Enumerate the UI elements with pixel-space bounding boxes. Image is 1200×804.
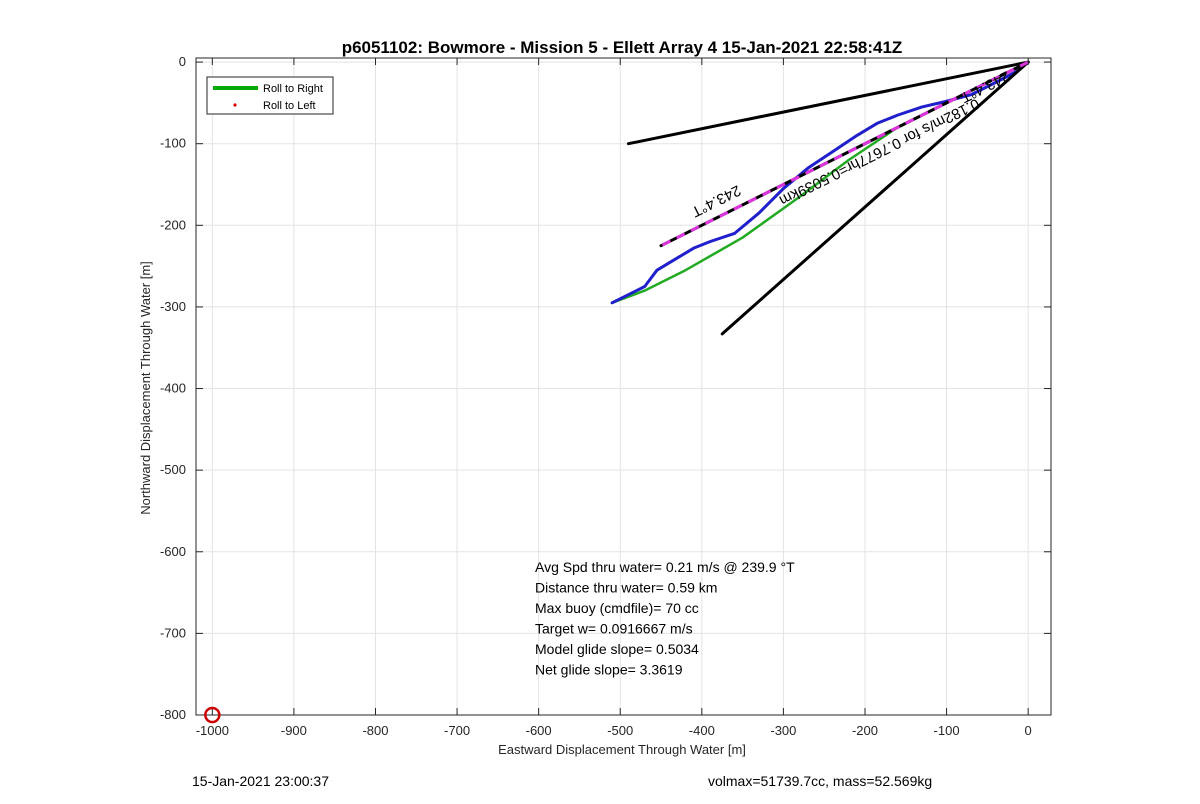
y-tick-label: -200	[160, 217, 186, 232]
x-tick-label: -900	[281, 723, 307, 738]
x-tick: -1000	[196, 58, 229, 738]
x-tick: 0	[1025, 58, 1032, 738]
grid-lines	[196, 58, 1051, 716]
y-tick-label: -800	[160, 707, 186, 722]
y-tick-label: 0	[179, 54, 186, 69]
legend-label-1: Roll to Right	[263, 83, 323, 95]
heading-annotation-2: 0.182m/s for 0.7677hr=0.5039km	[776, 95, 982, 209]
x-tick-label: -700	[444, 723, 470, 738]
y-tick: -100	[160, 136, 1051, 151]
x-tick: -700	[444, 58, 470, 738]
y-tick: -200	[160, 217, 1051, 232]
x-tick: -300	[770, 58, 796, 738]
x-tick-label: -800	[362, 723, 388, 738]
y-tick-label: -700	[160, 625, 186, 640]
axes-box	[195, 57, 1052, 716]
stats-line-2: Distance thru water= 0.59 km	[535, 580, 717, 596]
y-tick: -800	[160, 707, 1051, 722]
stats-line-6: Net glide slope= 3.3619	[535, 662, 683, 678]
stats-text-block: Avg Spd thru water= 0.21 m/s @ 239.9 °T D…	[535, 559, 795, 678]
legend: Roll to Right Roll to Left	[206, 76, 334, 115]
legend-label-2: Roll to Left	[263, 100, 316, 112]
start-marker-circle	[204, 706, 221, 724]
series-line-2	[610, 60, 1030, 305]
x-tick-label: -1000	[196, 723, 229, 738]
x-tick: -600	[526, 58, 552, 738]
y-tick: -600	[160, 544, 1051, 559]
y-tick-label: -100	[160, 136, 186, 151]
chart-title: p6051102: Bowmore - Mission 5 - Ellett A…	[342, 38, 903, 57]
x-tick: -200	[852, 58, 878, 738]
y-tick-label: -300	[160, 299, 186, 314]
stats-line-1: Avg Spd thru water= 0.21 m/s @ 239.9 °T	[535, 559, 795, 575]
x-tick-label: -400	[689, 723, 715, 738]
series-line-4	[720, 60, 1030, 336]
heading-annotation-1: 243.4°T	[689, 181, 744, 220]
stats-line-3: Max buoy (cmdfile)= 70 cc	[535, 600, 699, 616]
footer-timestamp: 15-Jan-2021 23:00:37	[192, 773, 329, 789]
x-tick-label: -600	[526, 723, 552, 738]
y-tick: -400	[160, 381, 1051, 396]
legend-dot-swatch	[233, 103, 237, 107]
x-tick-label: -100	[934, 723, 960, 738]
x-tick-label: 0	[1025, 723, 1032, 738]
footer-volmax-mass: volmax=51739.7cc, mass=52.569kg	[708, 773, 933, 789]
y-tick-label: -600	[160, 544, 186, 559]
x-tick: -100	[934, 58, 960, 738]
stats-line-4: Target w= 0.0916667 m/s	[535, 621, 693, 637]
y-tick: -300	[160, 299, 1051, 314]
x-tick-label: -300	[770, 723, 796, 738]
y-tick: -500	[160, 462, 1051, 477]
y-tick: 0	[179, 54, 1051, 69]
x-tick: -800	[362, 58, 389, 738]
x-tick-label: -500	[607, 723, 633, 738]
x-axis-label: Eastward Displacement Through Water [m]	[498, 742, 746, 757]
y-tick-label: -500	[160, 462, 186, 477]
x-tick-label: -200	[852, 723, 878, 738]
x-tick: -900	[281, 58, 307, 738]
start-marker	[204, 706, 221, 724]
x-tick: -500	[607, 58, 633, 738]
series-dashed-overlay-5	[660, 60, 1029, 248]
y-axis-label: Northward Displacement Through Water [m]	[138, 261, 153, 515]
legend-box	[206, 76, 334, 115]
y-tick: -700	[160, 625, 1051, 640]
stats-line-5: Model glide slope= 0.5034	[535, 641, 699, 657]
x-tick: -400	[689, 58, 715, 738]
y-tick-label: -400	[160, 381, 186, 396]
axis-ticks: -1000 -900 -800 -700 -600 -500 -400 -300 -200 -10…	[160, 54, 1051, 738]
series-line-3	[626, 60, 1030, 146]
series-layer	[610, 60, 1030, 336]
